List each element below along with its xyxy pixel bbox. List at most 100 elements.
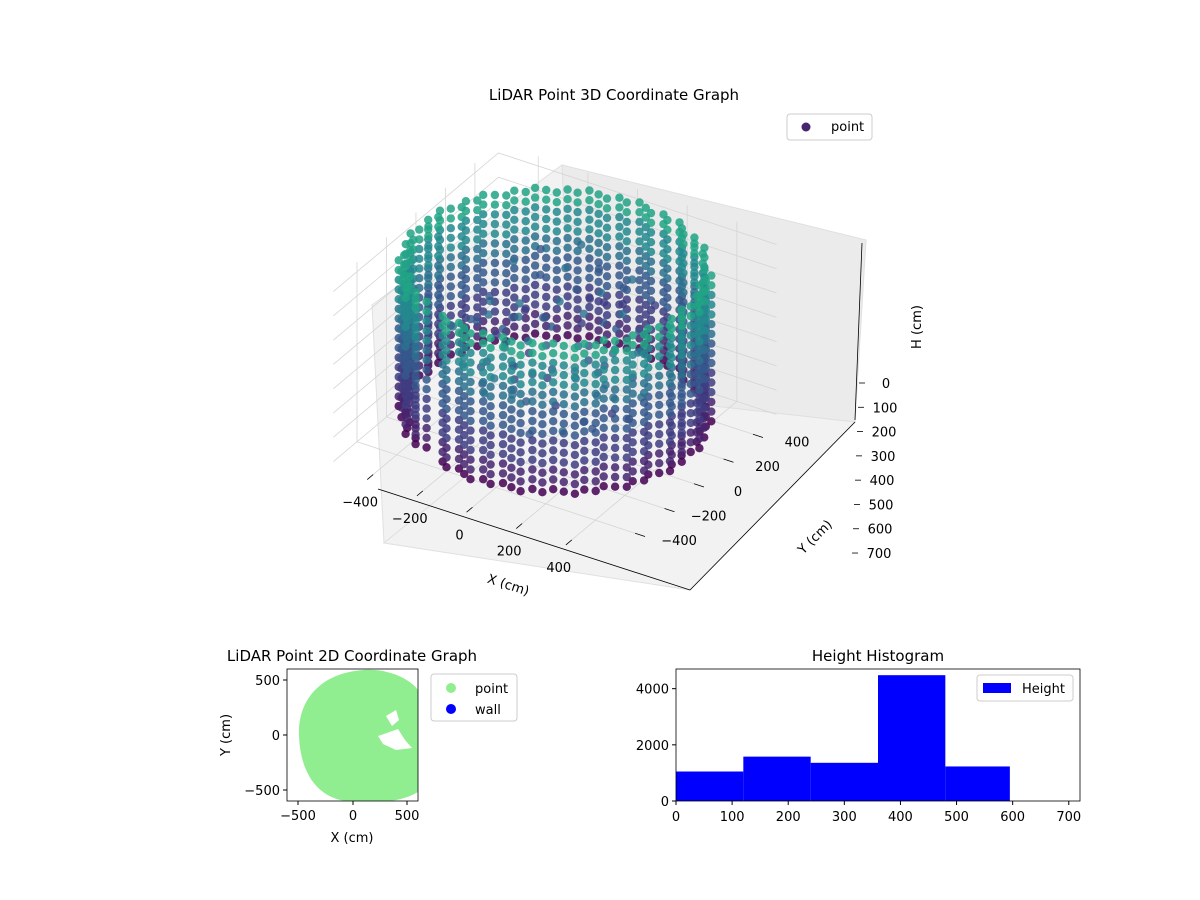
point-3d — [479, 348, 488, 358]
point-3d — [594, 190, 603, 199]
point-3d — [460, 460, 469, 469]
histogram-bar — [743, 756, 811, 801]
point-3d — [549, 358, 558, 368]
point-3d — [507, 395, 516, 404]
point-3d — [635, 237, 644, 246]
point-3d — [434, 261, 443, 270]
point-3d — [646, 218, 656, 227]
point-3d — [434, 290, 443, 300]
point-3d — [573, 246, 582, 256]
point-3d — [415, 254, 424, 263]
point-3d — [615, 271, 624, 280]
point-3d — [490, 210, 500, 219]
z-tick-3d: 700 — [867, 547, 892, 562]
point-3d — [542, 331, 551, 340]
point-3d — [490, 200, 500, 209]
point-3d — [466, 436, 475, 445]
point-3d — [591, 418, 600, 428]
point-3d — [394, 256, 403, 265]
point-3d — [490, 258, 500, 268]
point-3d — [665, 408, 675, 417]
point-3d — [401, 361, 410, 371]
point-3d — [610, 365, 620, 375]
point-3d — [422, 443, 431, 452]
point-3d — [498, 372, 508, 381]
point-3d — [486, 440, 495, 450]
point-3d — [563, 224, 572, 233]
point-3d — [677, 341, 686, 350]
point-3d — [401, 352, 410, 361]
point-3d — [677, 399, 686, 408]
point-3d — [635, 314, 644, 324]
point-3d — [542, 185, 551, 195]
scatter-2d-points — [298, 669, 418, 801]
point-3d — [516, 467, 525, 476]
point-3d — [573, 217, 582, 227]
point-3d — [686, 331, 695, 340]
point-3d — [473, 196, 482, 205]
point-3d — [406, 229, 415, 238]
point-3d — [442, 443, 451, 452]
point-3d — [446, 301, 455, 311]
point-3d — [700, 265, 709, 275]
point-3d — [610, 404, 620, 414]
point-3d — [628, 350, 637, 360]
x-tick-mark-3d — [466, 506, 473, 513]
point-3d — [479, 426, 488, 435]
point-3d — [401, 429, 410, 439]
point-3d — [635, 217, 644, 227]
x-ticks-2d: −500 0 500 — [280, 801, 419, 824]
x-tick-3d: −400 — [342, 496, 378, 511]
point-3d — [479, 200, 488, 209]
point-3d — [454, 318, 464, 328]
point-3d — [502, 317, 511, 326]
point-3d — [460, 343, 469, 352]
point-3d — [580, 398, 589, 407]
point-3d — [547, 322, 556, 331]
point-3d — [707, 368, 716, 377]
point-3d — [695, 308, 704, 317]
point-3d — [622, 424, 631, 433]
x-axis-line — [377, 488, 691, 591]
point-3d — [490, 249, 500, 258]
point-3d — [563, 272, 572, 282]
point-3d — [486, 392, 495, 401]
point-3d — [442, 365, 451, 375]
point-3d — [610, 385, 620, 394]
point-3d — [549, 417, 558, 426]
point-3d — [700, 287, 709, 296]
point-3d — [646, 257, 656, 266]
point-3d — [665, 340, 675, 349]
chart-2d-title: LiDAR Point 2D Coordinate Graph — [227, 647, 477, 665]
point-3d — [563, 321, 572, 330]
point-3d — [516, 477, 525, 486]
point-3d — [549, 455, 558, 465]
point-3d — [490, 278, 500, 287]
point-3d — [486, 421, 495, 430]
point-3d — [401, 390, 410, 400]
point-3d — [538, 400, 547, 409]
point-3d — [618, 309, 627, 319]
point-3d — [594, 219, 603, 228]
point-3d — [641, 203, 650, 212]
point-3d — [580, 417, 589, 426]
point-3d — [466, 465, 475, 474]
point-3d — [486, 479, 495, 489]
point-3d — [622, 227, 631, 236]
point-3d — [401, 240, 410, 249]
point-3d — [686, 360, 695, 369]
point-3d — [422, 326, 431, 336]
point-3d — [622, 366, 631, 375]
point-3d — [507, 434, 516, 443]
point-3d — [542, 195, 551, 204]
point-3d — [615, 203, 624, 212]
point-3d — [442, 433, 451, 443]
point-3d — [599, 355, 608, 365]
point-3d — [542, 234, 551, 243]
point-3d — [585, 234, 594, 244]
point-3d — [446, 214, 455, 223]
point-3d — [457, 203, 466, 212]
point-3d — [665, 369, 675, 378]
point-3d — [466, 407, 475, 416]
point-3d — [599, 346, 608, 355]
